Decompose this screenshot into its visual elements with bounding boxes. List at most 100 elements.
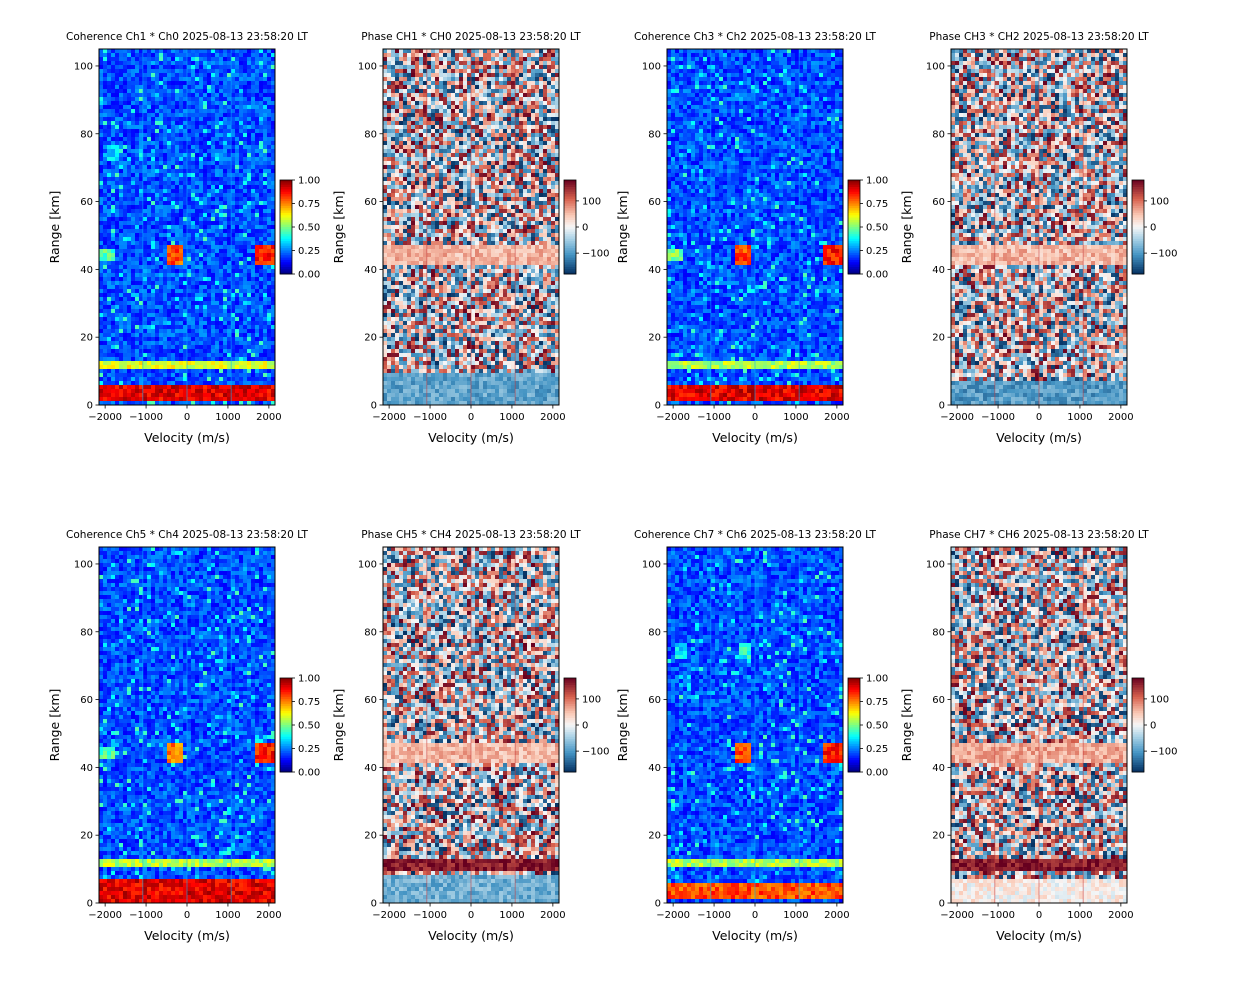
heatmap-cell bbox=[223, 205, 228, 210]
heatmap-cell bbox=[251, 401, 256, 406]
heatmap-cell bbox=[167, 373, 172, 378]
heatmap-cell bbox=[251, 241, 256, 246]
heatmap-cell bbox=[231, 49, 236, 54]
heatmap-cell bbox=[239, 121, 244, 126]
heatmap-cell bbox=[143, 213, 148, 218]
heatmap-cell bbox=[167, 253, 172, 258]
heatmap-cell bbox=[451, 57, 456, 62]
heatmap-cell bbox=[219, 385, 224, 390]
heatmap-cell bbox=[187, 221, 192, 226]
heatmap-cell bbox=[103, 377, 108, 382]
heatmap-cell bbox=[215, 329, 220, 334]
heatmap-cell bbox=[527, 113, 532, 118]
heatmap-cell bbox=[531, 117, 536, 122]
heatmap-cell bbox=[107, 369, 112, 374]
heatmap-cell bbox=[231, 249, 236, 254]
heatmap-cell bbox=[191, 381, 196, 386]
heatmap-cell bbox=[251, 93, 256, 98]
heatmap-cell bbox=[175, 269, 180, 274]
heatmap-cell bbox=[115, 81, 120, 86]
heatmap-cell bbox=[135, 357, 140, 362]
heatmap-cell bbox=[199, 169, 204, 174]
heatmap-cell bbox=[207, 173, 212, 178]
heatmap-cell bbox=[179, 301, 184, 306]
heatmap-cell bbox=[535, 93, 540, 98]
heatmap-cell bbox=[499, 137, 504, 142]
heatmap-cell bbox=[151, 69, 156, 74]
heatmap-cell bbox=[119, 353, 124, 358]
heatmap-cell bbox=[451, 101, 456, 106]
heatmap-cell bbox=[191, 333, 196, 338]
heatmap-cell bbox=[259, 381, 264, 386]
heatmap-cell bbox=[239, 253, 244, 258]
heatmap-cell bbox=[131, 237, 136, 242]
heatmap-cell bbox=[255, 109, 260, 114]
heatmap-cell bbox=[539, 101, 544, 106]
heatmap-cell bbox=[99, 357, 104, 362]
heatmap-cell bbox=[143, 89, 148, 94]
heatmap-cell bbox=[255, 189, 260, 194]
heatmap-cell bbox=[267, 217, 272, 222]
heatmap-cell bbox=[171, 97, 176, 102]
heatmap-cell bbox=[467, 105, 472, 110]
heatmap-cell bbox=[467, 61, 472, 66]
heatmap-cell bbox=[195, 385, 200, 390]
heatmap-cell bbox=[163, 157, 168, 162]
heatmap-cell bbox=[435, 77, 440, 82]
heatmap-cell bbox=[483, 101, 488, 106]
heatmap-cell bbox=[431, 137, 436, 142]
heatmap-cell bbox=[479, 97, 484, 102]
heatmap-cell bbox=[183, 137, 188, 142]
heatmap-cell bbox=[227, 369, 232, 374]
heatmap-cell bbox=[267, 261, 272, 266]
heatmap-cell bbox=[199, 137, 204, 142]
heatmap-cell bbox=[223, 189, 228, 194]
heatmap-cell bbox=[223, 173, 228, 178]
heatmap-cell bbox=[223, 209, 228, 214]
heatmap-cell bbox=[383, 57, 388, 62]
heatmap-cell bbox=[199, 281, 204, 286]
heatmap-cell bbox=[187, 233, 192, 238]
heatmap-cell bbox=[259, 253, 264, 258]
heatmap-cell bbox=[191, 261, 196, 266]
heatmap-cell bbox=[219, 393, 224, 398]
heatmap-cell bbox=[271, 237, 276, 242]
heatmap-cell bbox=[135, 105, 140, 110]
heatmap-cell bbox=[199, 133, 204, 138]
heatmap-cell bbox=[235, 393, 240, 398]
heatmap-cell bbox=[255, 389, 260, 394]
heatmap-cell bbox=[447, 49, 452, 54]
heatmap-cell bbox=[235, 289, 240, 294]
heatmap-cell bbox=[479, 109, 484, 114]
heatmap-cell bbox=[135, 337, 140, 342]
heatmap-cell bbox=[271, 77, 276, 82]
heatmap-cell bbox=[247, 373, 252, 378]
heatmap-cell bbox=[223, 381, 228, 386]
heatmap-cell bbox=[207, 81, 212, 86]
heatmap-cell bbox=[163, 361, 168, 366]
heatmap-cell bbox=[247, 73, 252, 78]
heatmap-cell bbox=[183, 369, 188, 374]
heatmap-cell bbox=[239, 321, 244, 326]
heatmap-cell bbox=[195, 365, 200, 370]
heatmap-cell bbox=[123, 109, 128, 114]
heatmap-cell bbox=[407, 73, 412, 78]
heatmap-cell bbox=[483, 69, 488, 74]
heatmap-cell bbox=[263, 293, 268, 298]
heatmap-cell bbox=[143, 105, 148, 110]
heatmap-cell bbox=[155, 197, 160, 202]
heatmap-cell bbox=[183, 397, 188, 402]
heatmap-cell bbox=[143, 329, 148, 334]
heatmap-cell bbox=[231, 157, 236, 162]
heatmap-cell bbox=[127, 225, 132, 230]
heatmap-cell bbox=[243, 117, 248, 122]
heatmap-cell bbox=[271, 297, 276, 302]
heatmap-cell bbox=[195, 113, 200, 118]
heatmap-cell bbox=[215, 321, 220, 326]
heatmap-cell bbox=[123, 321, 128, 326]
heatmap-cell bbox=[191, 245, 196, 250]
heatmap-cell bbox=[135, 113, 140, 118]
heatmap-cell bbox=[203, 157, 208, 162]
heatmap-cell bbox=[183, 157, 188, 162]
heatmap-cell bbox=[155, 217, 160, 222]
